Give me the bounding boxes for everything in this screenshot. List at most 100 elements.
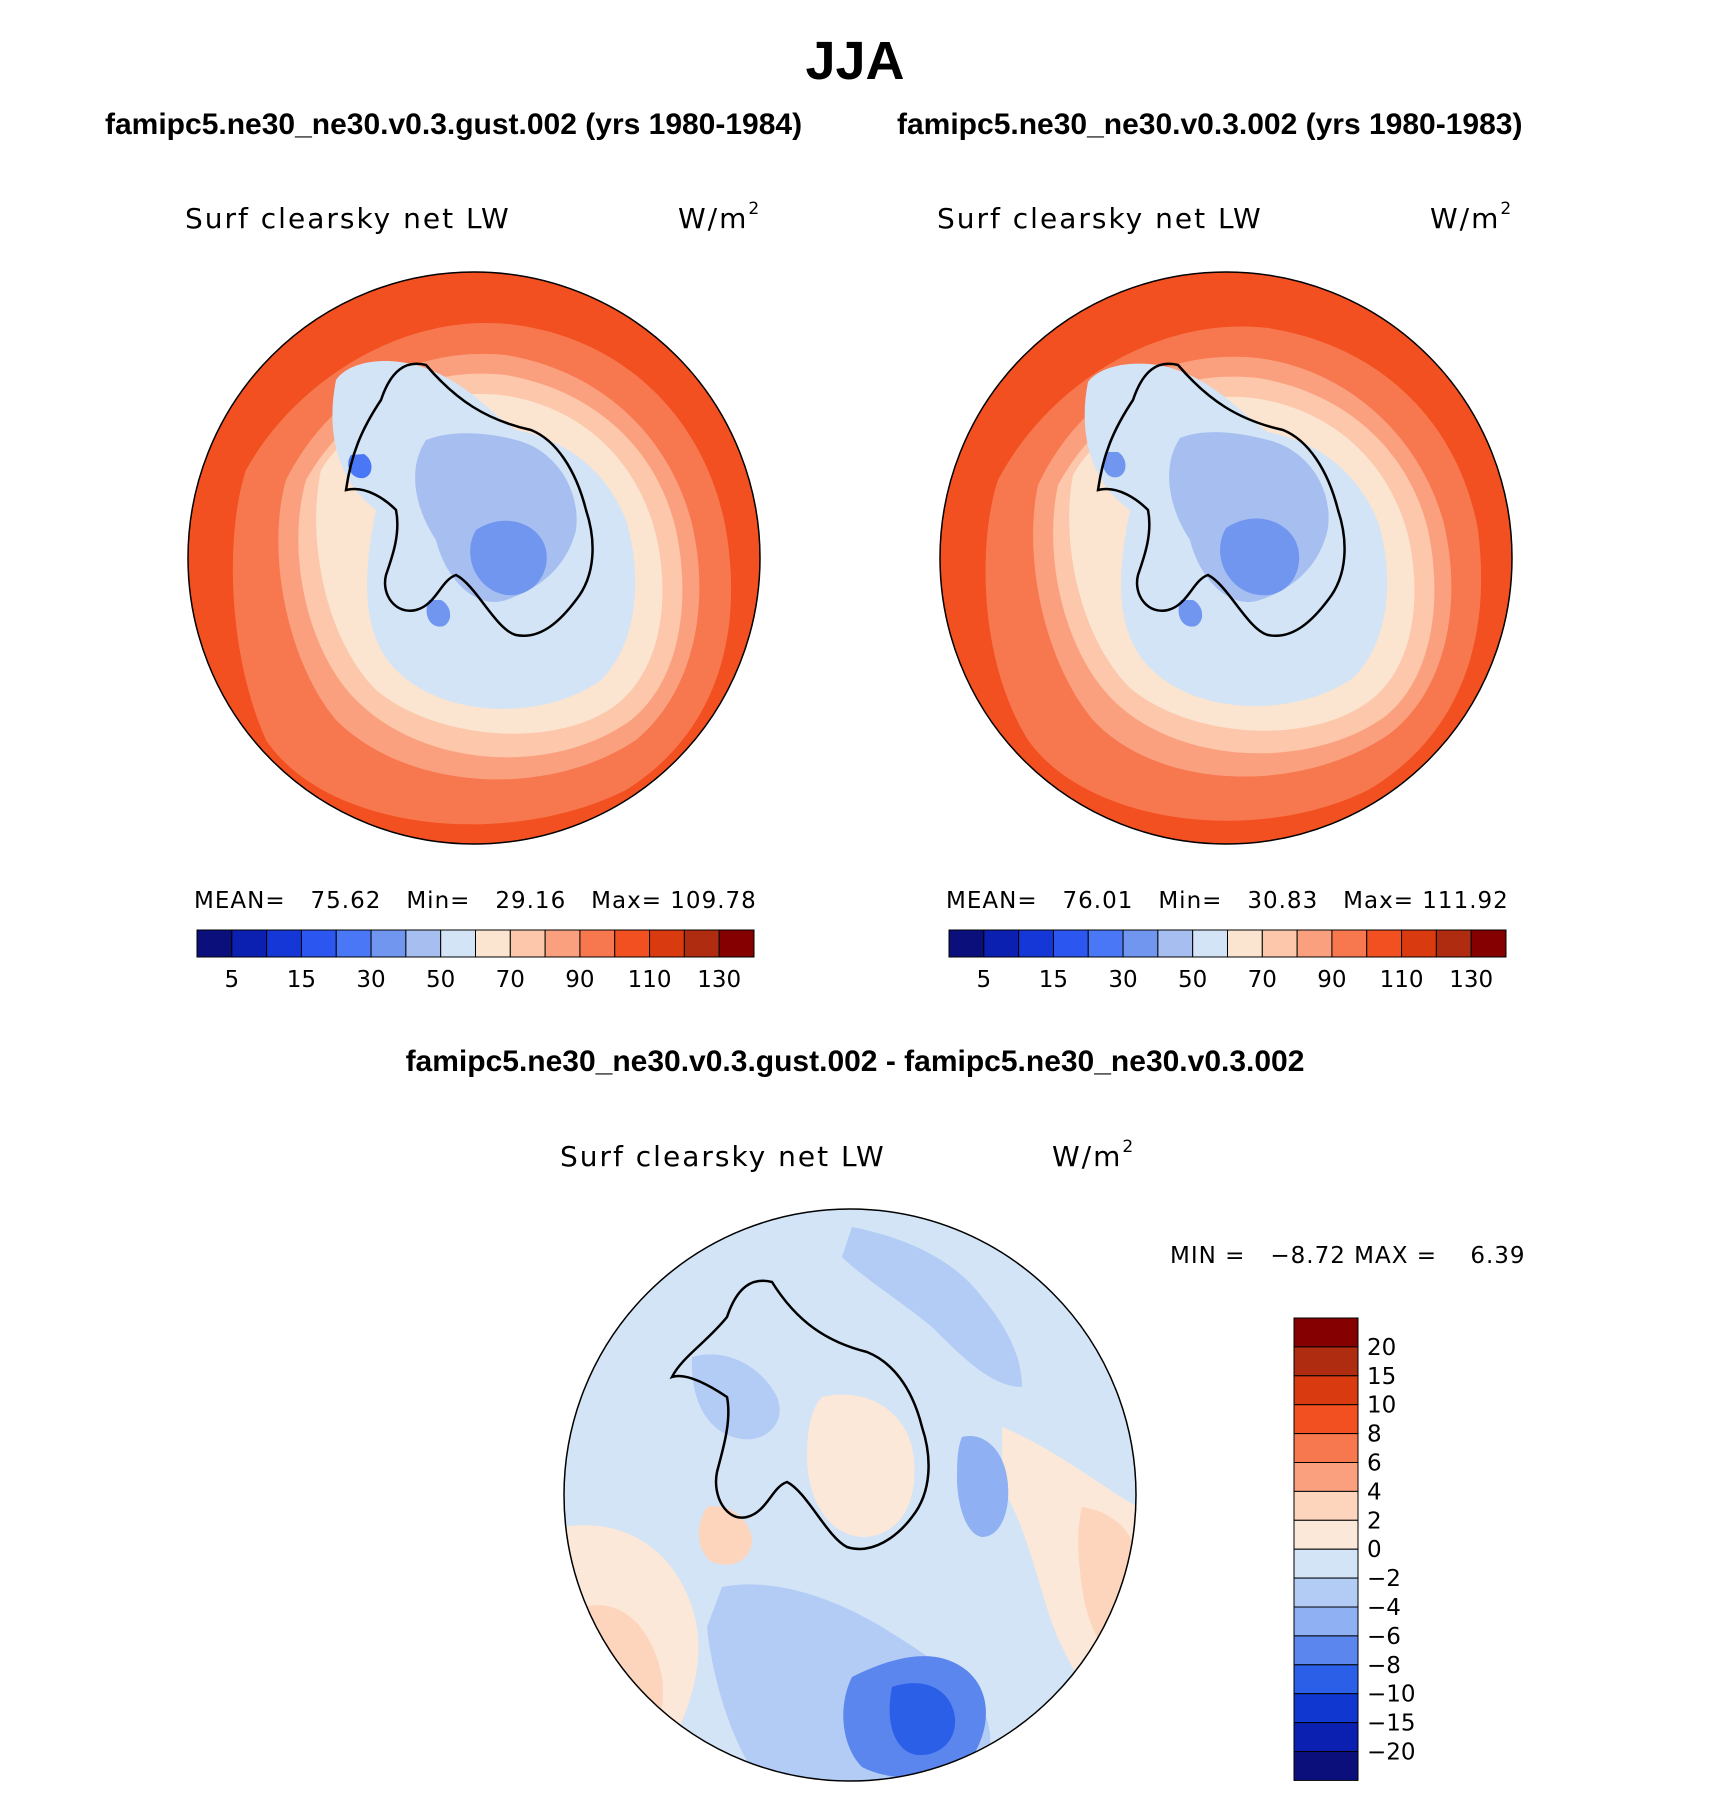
diff-map-band-m8 — [889, 1683, 956, 1756]
colorbar-swatch — [683, 929, 720, 958]
colorbar-swatch — [948, 929, 985, 958]
colorbar-tick-label: 5 — [224, 967, 239, 993]
colorbar-swatch — [1470, 929, 1507, 958]
colorbar-swatch — [614, 929, 651, 958]
diff-map-band-m4 — [957, 1436, 1009, 1537]
colorbar-swatch — [983, 929, 1020, 958]
colorbar-swatch — [1293, 1404, 1359, 1435]
left-map-border — [187, 271, 761, 845]
colorbar-swatch — [1087, 929, 1124, 958]
right-antarctica-coastline — [1096, 362, 1346, 638]
colorbar-swatch — [196, 929, 233, 958]
colorbar-tick-label: 50 — [1178, 967, 1207, 993]
colorbar-swatch — [231, 929, 268, 958]
left-case-title: famipc5.ne30_ne30.v0.3.gust.002 (yrs 198… — [105, 108, 803, 141]
left-units-label: W/m2 — [678, 198, 762, 235]
colorbar-swatch — [1293, 1375, 1359, 1406]
right-polar-map — [939, 271, 1513, 845]
figure-title: JJA — [805, 31, 905, 91]
colorbar-swatch — [1366, 929, 1403, 958]
colorbar-swatch — [1293, 1693, 1359, 1724]
right-map-band-40c — [1178, 600, 1203, 627]
colorbar-tick-label: 20 — [1367, 1335, 1396, 1361]
colorbar-tick-label: 130 — [697, 967, 741, 993]
colorbar-tick-label: 8 — [1367, 1422, 1382, 1448]
colorbar-tick-label: −8 — [1367, 1653, 1401, 1679]
colorbar-swatch — [1122, 929, 1159, 958]
right-map-band-40 — [1220, 518, 1300, 596]
colorbar-tick-label: 15 — [287, 967, 316, 993]
colorbar-tick-label: −15 — [1367, 1711, 1416, 1737]
diff-units-label: W/m2 — [1052, 1136, 1136, 1173]
colorbar-swatch — [1293, 1606, 1359, 1637]
colorbar-tick-label: 15 — [1367, 1364, 1396, 1390]
diff-stats: MIN = −8.72 MAX = 6.39 — [1170, 1243, 1526, 1269]
colorbar-tick-label: 4 — [1367, 1479, 1382, 1505]
colorbar-swatch — [266, 929, 302, 958]
colorbar-tick-label: 2 — [1367, 1508, 1382, 1534]
colorbar-tick-label: 90 — [565, 967, 594, 993]
colorbar-swatch — [405, 929, 442, 958]
colorbar-swatch — [1293, 1548, 1359, 1579]
right-case-title: famipc5.ne30_ne30.v0.3.002 (yrs 1980-198… — [897, 108, 1523, 141]
colorbar-swatch — [1293, 1462, 1359, 1492]
colorbar-tick-label: 130 — [1449, 967, 1493, 993]
diff-case-title: famipc5.ne30_ne30.v0.3.gust.002 - famipc… — [405, 1045, 1305, 1078]
colorbar-swatch — [509, 929, 546, 958]
colorbar-swatch — [1192, 929, 1228, 958]
colorbar-swatch — [335, 929, 372, 958]
left-variable-label: Surf clearsky net LW — [185, 202, 511, 235]
diff-antarctica-coastline — [669, 1279, 930, 1551]
right-map-band-40b — [1102, 452, 1126, 478]
colorbar-swatch — [1157, 929, 1194, 958]
colorbar-swatch — [544, 929, 581, 958]
left-colorbar: 5 15 30 50 70 90 110 130 — [196, 929, 755, 993]
colorbar-tick-label: 0 — [1367, 1537, 1382, 1563]
colorbar-tick-label: 50 — [426, 967, 455, 993]
left-stats: MEAN= 75.62 Min= 29.16 Max= 109.78 — [194, 888, 757, 914]
colorbar-tick-label: −10 — [1367, 1682, 1416, 1708]
colorbar-swatch — [1052, 929, 1089, 958]
colorbar-swatch — [579, 929, 616, 958]
colorbar-swatch — [1293, 1346, 1359, 1377]
right-variable-label: Surf clearsky net LW — [937, 202, 1263, 235]
diff-map-border — [563, 1208, 1137, 1782]
diff-map-band-m2a — [842, 1227, 1022, 1387]
colorbar-swatch — [1293, 1664, 1359, 1695]
colorbar-swatch — [1331, 929, 1368, 958]
left-map-band-40b — [426, 600, 451, 627]
colorbar-swatch — [1018, 929, 1054, 958]
colorbar-swatch — [370, 929, 407, 958]
left-map-band-40 — [470, 520, 547, 596]
colorbar-tick-label: −6 — [1367, 1624, 1401, 1650]
colorbar-swatch — [1293, 1317, 1359, 1348]
colorbar-tick-label: 10 — [1367, 1393, 1396, 1419]
colorbar-swatch — [1293, 1577, 1359, 1608]
colorbar-swatch — [1401, 929, 1437, 958]
colorbar-tick-label: −20 — [1367, 1740, 1416, 1766]
left-antarctica-coastline — [344, 362, 594, 638]
colorbar-swatch — [1293, 1490, 1359, 1521]
diff-polar-map — [563, 1208, 1137, 1782]
colorbar-tick-label: 90 — [1317, 967, 1346, 993]
diff-map-band-4c — [698, 1506, 752, 1565]
left-polar-map — [187, 271, 761, 845]
colorbar-tick-label: 110 — [1380, 967, 1424, 993]
colorbar-swatch — [300, 929, 337, 958]
colorbar-swatch — [1227, 929, 1263, 958]
colorbar-swatch — [1293, 1519, 1359, 1550]
colorbar-swatch — [718, 929, 755, 958]
colorbar-swatch — [1261, 929, 1298, 958]
colorbar-swatch — [649, 929, 685, 958]
colorbar-tick-label: 70 — [496, 967, 525, 993]
colorbar-tick-label: −4 — [1367, 1595, 1401, 1621]
right-stats: MEAN= 76.01 Min= 30.83 Max= 111.92 — [946, 888, 1509, 914]
colorbar-swatch — [1296, 929, 1333, 958]
colorbar-tick-label: 70 — [1248, 967, 1277, 993]
colorbar-tick-label: 30 — [1108, 967, 1137, 993]
right-colorbar: 5 15 30 50 70 90 110 130 — [948, 929, 1507, 993]
colorbar-tick-label: 30 — [356, 967, 385, 993]
right-map-border — [939, 271, 1513, 845]
diff-map-band-2c — [807, 1394, 915, 1537]
